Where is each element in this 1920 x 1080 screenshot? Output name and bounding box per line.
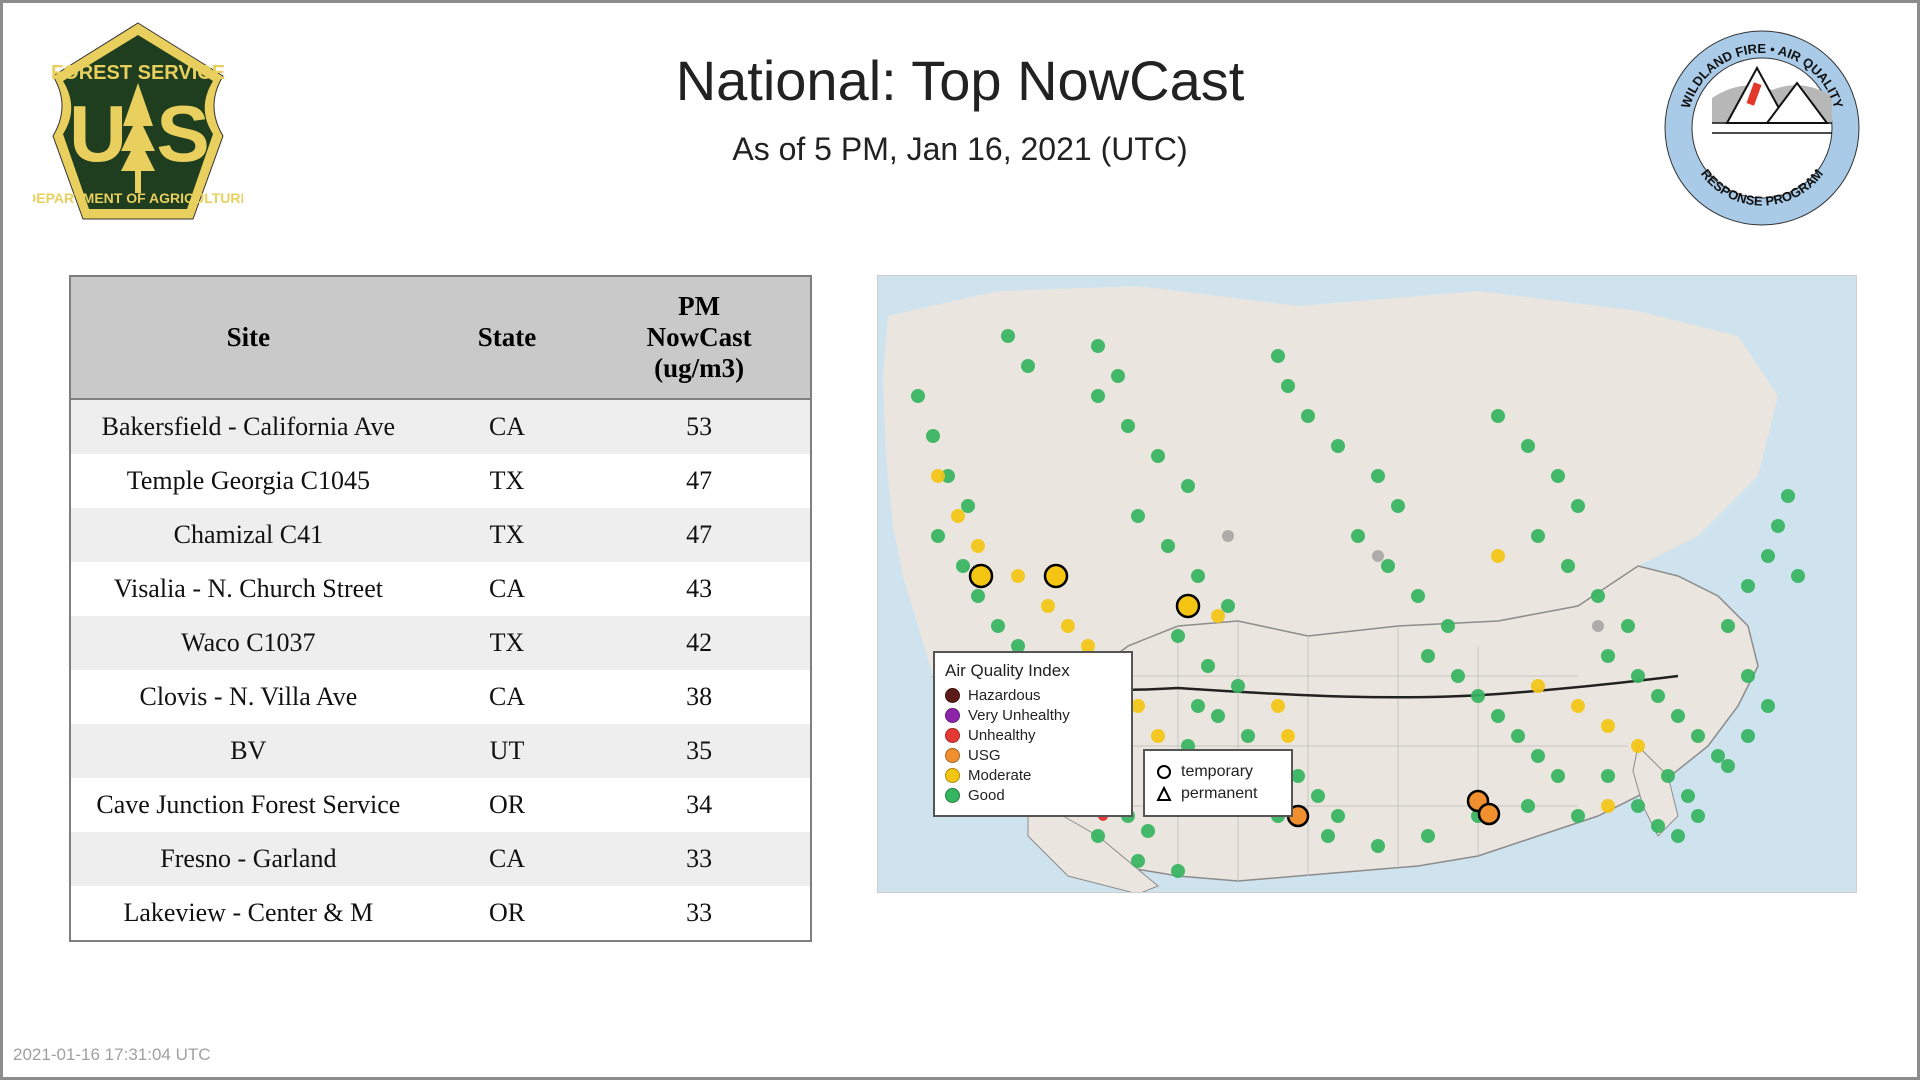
very-unhealthy-icon xyxy=(945,708,960,723)
table-row: Chamizal C41 TX 47 xyxy=(71,508,810,562)
table-row: Visalia - N. Church Street CA 43 xyxy=(71,562,810,616)
slide-frame: FOREST SERVICE U S DEPARTMENT OF AGRICUL… xyxy=(0,0,1920,1080)
temporary-circle-icon xyxy=(1155,763,1173,781)
legend-row-good: Good xyxy=(945,787,1121,804)
permanent-triangle-icon xyxy=(1155,785,1173,803)
legend-row-unhealthy: Unhealthy xyxy=(945,727,1121,744)
hazardous-icon xyxy=(945,688,960,703)
table-row: Temple Georgia C1045 TX 47 xyxy=(71,454,810,508)
table-row: Bakersfield - California Ave CA 53 xyxy=(71,399,810,454)
aqi-legend: Air Quality Index Hazardous Very Unhealt… xyxy=(933,651,1133,817)
air-quality-map[interactable]: Air Quality Index Hazardous Very Unhealt… xyxy=(877,275,1857,893)
table-row: Lakeview - Center & M OR 33 xyxy=(71,886,810,940)
column-header-site: Site xyxy=(71,277,426,399)
nowcast-table: Site State PM NowCast (ug/m3) Bakersfield … xyxy=(71,277,810,940)
table-row: Waco C1037 TX 42 xyxy=(71,616,810,670)
table-row: Fresno - Garland CA 33 xyxy=(71,832,810,886)
legend-row-permanent: permanent xyxy=(1155,785,1281,803)
page-title: National: Top NowCast xyxy=(3,48,1917,113)
table-row: Clovis - N. Villa Ave CA 38 xyxy=(71,670,810,724)
table-body: Bakersfield - California Ave CA 53 Templ… xyxy=(71,399,810,940)
title-block: National: Top NowCast As of 5 PM, Jan 16… xyxy=(3,48,1917,168)
column-header-pm: PM NowCast (ug/m3) xyxy=(588,277,810,399)
aqi-legend-title: Air Quality Index xyxy=(945,661,1121,681)
marker-type-legend: temporary permanent xyxy=(1143,749,1293,817)
table-row: Cave Junction Forest Service OR 34 xyxy=(71,778,810,832)
good-icon xyxy=(945,788,960,803)
svg-text:DEPARTMENT OF AGRICULTURE: DEPARTMENT OF AGRICULTURE xyxy=(33,190,243,206)
legend-row-usg: USG xyxy=(945,747,1121,764)
table-row: BV UT 35 xyxy=(71,724,810,778)
legend-row-very-unhealthy: Very Unhealthy xyxy=(945,707,1121,724)
page-subtitle: As of 5 PM, Jan 16, 2021 (UTC) xyxy=(3,131,1917,168)
legend-row-hazardous: Hazardous xyxy=(945,687,1121,704)
moderate-icon xyxy=(945,768,960,783)
column-header-state: State xyxy=(426,277,589,399)
footer-timestamp: 2021-01-16 17:31:04 UTC xyxy=(13,1045,211,1065)
unhealthy-icon xyxy=(945,728,960,743)
usg-icon xyxy=(945,748,960,763)
nowcast-table-wrap: Site State PM NowCast (ug/m3) Bakersfield … xyxy=(69,275,812,942)
legend-row-moderate: Moderate xyxy=(945,767,1121,784)
legend-row-temporary: temporary xyxy=(1155,763,1281,781)
